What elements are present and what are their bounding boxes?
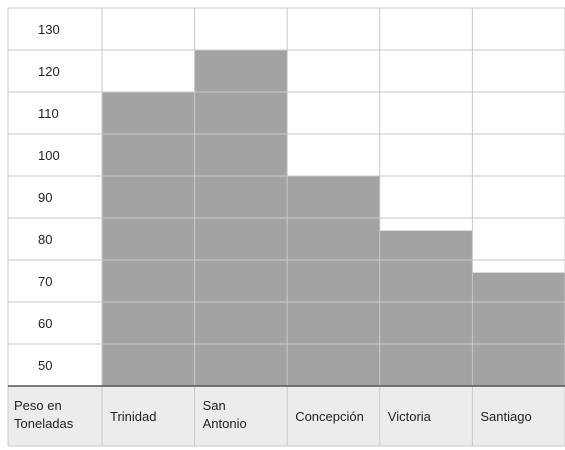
- y-tick-label: 80: [38, 232, 52, 247]
- y-tick-label: 70: [38, 274, 52, 289]
- category-label-victoria: Victoria: [388, 409, 432, 424]
- y-tick-label: 50: [38, 358, 52, 373]
- y-tick-label: 130: [38, 22, 60, 37]
- labels-layer: 130 120 110 100 90 80 70 60 50 Peso en Toneladas Tr…: [14, 22, 532, 431]
- category-label-trinidad: Trinidad: [110, 409, 156, 424]
- category-label-san-antonio: San Antonio: [203, 398, 247, 431]
- y-axis-label: Peso en Toneladas: [14, 398, 74, 431]
- y-tick-label: 90: [38, 190, 52, 205]
- category-label-santiago: Santiago: [480, 409, 531, 424]
- y-tick-label: 100: [38, 148, 60, 163]
- bar-santiago: [472, 272, 565, 386]
- bar-victoria: [379, 230, 473, 386]
- gridlines-layer: [7, 7, 565, 447]
- y-tick-label: 120: [38, 64, 60, 79]
- y-tick-label: 110: [38, 106, 59, 121]
- y-tick-label: 60: [38, 316, 52, 331]
- bars-layer: [102, 50, 565, 386]
- bar-concepción: [287, 176, 380, 386]
- category-label-concepción: Concepción: [295, 409, 364, 424]
- bar-trinidad: [102, 92, 195, 386]
